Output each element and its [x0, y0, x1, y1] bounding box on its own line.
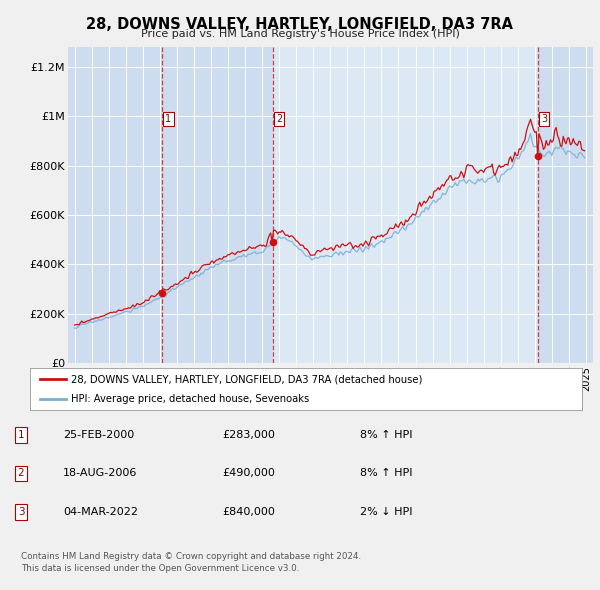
- Text: 1: 1: [165, 114, 172, 124]
- Text: 25-FEB-2000: 25-FEB-2000: [63, 430, 134, 440]
- Text: 2% ↓ HPI: 2% ↓ HPI: [360, 507, 413, 517]
- Text: 18-AUG-2006: 18-AUG-2006: [63, 468, 137, 478]
- Text: Contains HM Land Registry data © Crown copyright and database right 2024.: Contains HM Land Registry data © Crown c…: [21, 552, 361, 561]
- Bar: [162, 47, 272, 363]
- Text: This data is licensed under the Open Government Licence v3.0.: This data is licensed under the Open Gov…: [21, 564, 299, 573]
- Text: £283,000: £283,000: [222, 430, 275, 440]
- Text: 3: 3: [541, 114, 547, 124]
- Text: 8% ↑ HPI: 8% ↑ HPI: [360, 468, 413, 478]
- Text: HPI: Average price, detached house, Sevenoaks: HPI: Average price, detached house, Seve…: [71, 394, 310, 404]
- Bar: [272, 47, 538, 363]
- Text: £490,000: £490,000: [222, 468, 275, 478]
- Text: 3: 3: [17, 507, 25, 517]
- Text: 1: 1: [17, 430, 25, 440]
- Text: £840,000: £840,000: [222, 507, 275, 517]
- Text: 28, DOWNS VALLEY, HARTLEY, LONGFIELD, DA3 7RA: 28, DOWNS VALLEY, HARTLEY, LONGFIELD, DA…: [86, 17, 514, 32]
- Text: 04-MAR-2022: 04-MAR-2022: [63, 507, 138, 517]
- Text: 28, DOWNS VALLEY, HARTLEY, LONGFIELD, DA3 7RA (detached house): 28, DOWNS VALLEY, HARTLEY, LONGFIELD, DA…: [71, 374, 423, 384]
- Text: Price paid vs. HM Land Registry's House Price Index (HPI): Price paid vs. HM Land Registry's House …: [140, 29, 460, 39]
- Bar: [538, 47, 593, 363]
- Text: 2: 2: [276, 114, 283, 124]
- Text: 8% ↑ HPI: 8% ↑ HPI: [360, 430, 413, 440]
- Text: 2: 2: [17, 468, 25, 478]
- Bar: [68, 47, 162, 363]
